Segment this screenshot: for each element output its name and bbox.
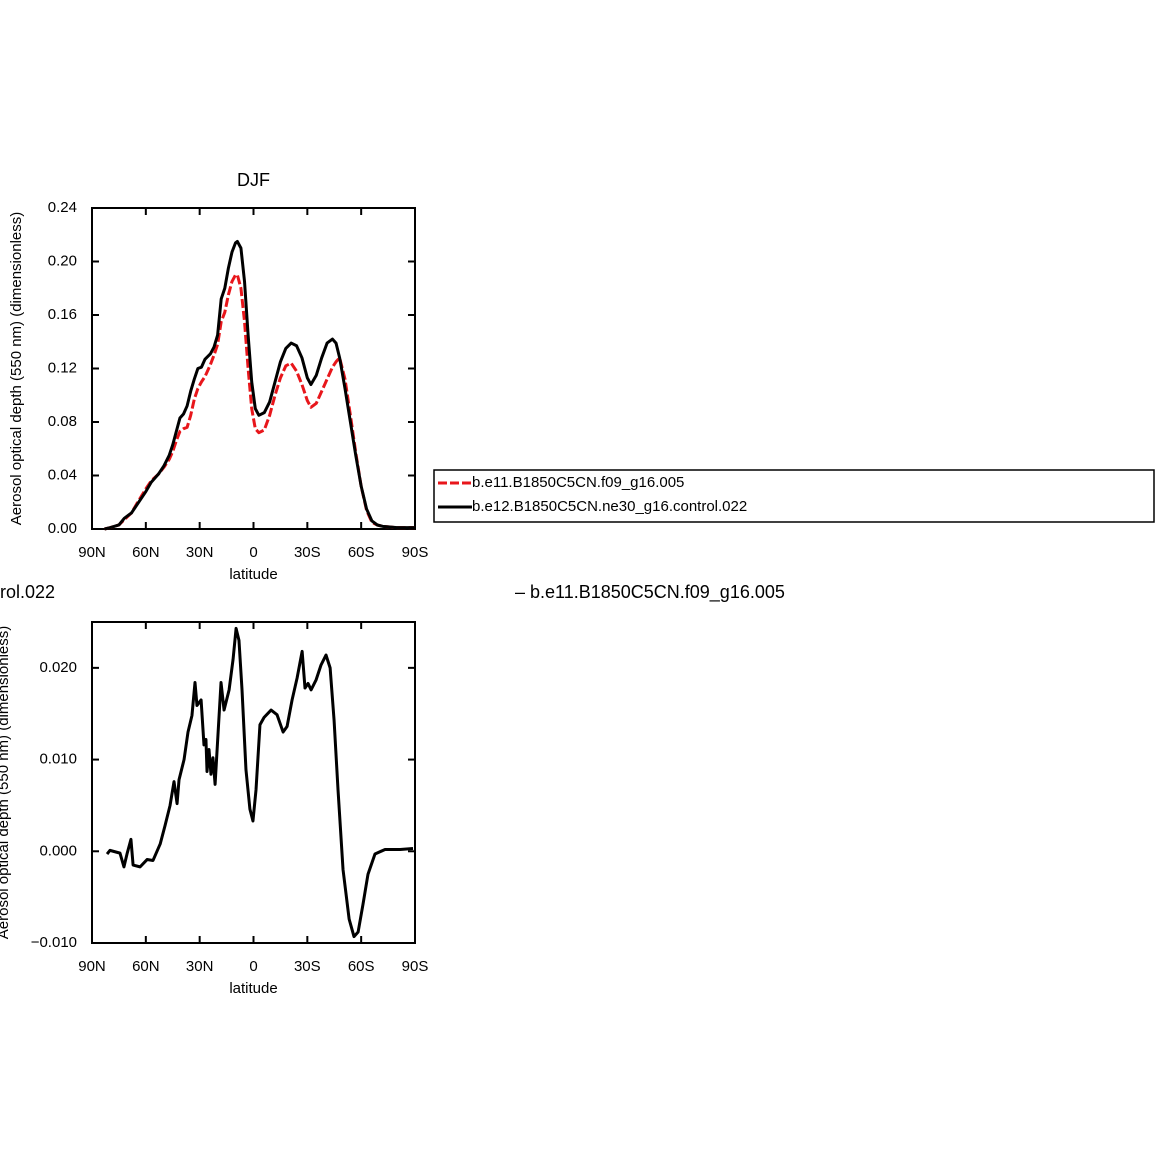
legend-label: b.e11.B1850C5CN.f09_g16.005 bbox=[472, 474, 684, 491]
x-tick-label: 30N bbox=[186, 544, 214, 561]
y-tick-label: 0.020 bbox=[39, 659, 77, 676]
x-tick-label: 0 bbox=[249, 544, 257, 561]
x-tick-label: 90N bbox=[78, 544, 106, 561]
chart-title: DJF bbox=[237, 170, 270, 190]
y-tick-label: 0.24 bbox=[48, 199, 77, 216]
y-axis-label: Aerosol optical depth (550 nm) (dimensio… bbox=[8, 212, 25, 525]
x-tick-label: 90N bbox=[78, 958, 106, 975]
x-tick-label: 90S bbox=[402, 958, 429, 975]
x-tick-label: 30S bbox=[294, 544, 321, 561]
y-tick-label: 0.04 bbox=[48, 466, 77, 483]
left-string: b.e12.B1850C5CN.ne30_g16.control.022 bbox=[0, 582, 55, 603]
x-tick-label: 60N bbox=[132, 958, 160, 975]
x-axis-label: latitude bbox=[229, 566, 277, 583]
x-tick-label: 30N bbox=[186, 958, 214, 975]
x-tick-label: 90S bbox=[402, 544, 429, 561]
x-tick-label: 0 bbox=[249, 958, 257, 975]
series-line bbox=[104, 273, 415, 531]
x-axis-label: latitude bbox=[229, 980, 277, 997]
plot-frame bbox=[91, 207, 416, 530]
y-tick-label: 0.12 bbox=[48, 359, 77, 376]
legend-box bbox=[433, 469, 1155, 523]
y-tick-label: 0.16 bbox=[48, 306, 77, 323]
y-tick-label: 0.20 bbox=[48, 252, 77, 269]
plot-frame bbox=[91, 621, 416, 944]
series-line bbox=[104, 239, 415, 531]
legend-label: b.e12.B1850C5CN.ne30_g16.control.022 bbox=[472, 498, 747, 515]
x-tick-label: 60S bbox=[348, 958, 375, 975]
x-tick-label: 60N bbox=[132, 544, 160, 561]
x-tick-label: 30S bbox=[294, 958, 321, 975]
y-tick-label: 0.010 bbox=[39, 751, 77, 768]
y-tick-label: 0.000 bbox=[39, 842, 77, 859]
right-string: – b.e11.B1850C5CN.f09_g16.005 bbox=[515, 582, 785, 603]
y-tick-label: −0.010 bbox=[31, 934, 77, 951]
series-line bbox=[105, 626, 414, 939]
y-tick-label: 0.00 bbox=[48, 520, 77, 537]
y-tick-label: 0.08 bbox=[48, 413, 77, 430]
y-axis-label: Aerosol optical depth (550 nm) (dimensio… bbox=[0, 626, 12, 939]
x-tick-label: 60S bbox=[348, 544, 375, 561]
